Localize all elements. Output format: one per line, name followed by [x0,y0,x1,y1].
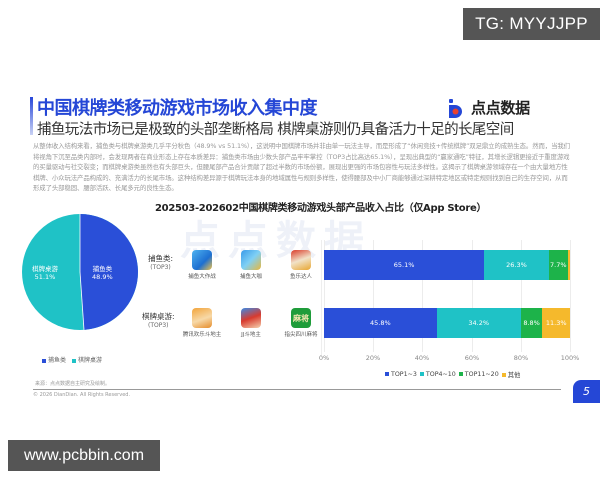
app-icon-sichuan-mahjong: 麻将 [291,308,311,328]
page-number-badge: 5 [573,380,600,403]
page-subtitle: 捕鱼玩法市场已是极致的头部垄断格局 棋牌桌游则仍具备活力十足的长尾空间 [37,122,514,138]
app-tile: 捕鱼大咖 [230,250,272,280]
app-icon-fishing-master [241,250,261,270]
app-icon-jj-doudizhu [241,308,261,328]
x-tick: 20% [365,354,381,362]
bar-board-games: 45.8% 34.2% 8.8% 11.3% [324,308,570,338]
bar-segment-top4-10: 34.2% [436,308,521,338]
app-icon-fish-joy-expert [291,250,311,270]
source-note: 来源：点点数据自主研究及绘制。 [35,381,111,387]
analysis-paragraph: 从整体收入结构来看，捕鱼类与棋牌桌游类几乎平分秋色（48.9% vs 51.1%… [33,142,570,193]
x-tick: 0% [318,354,330,362]
site-watermark-badge: www.pcbbin.com [8,440,160,471]
diandian-logo-icon [448,98,468,118]
copyright-note: © 2026 DianDian. All Rights Reserved. [33,392,131,398]
bar-segment-other: 11.3% [542,308,570,338]
footer-divider [33,389,561,390]
bar-segment-top11-20: 7.7% [548,250,568,280]
logo-text: 点点数据 [471,99,530,117]
app-tile: JJ斗地主 [230,308,272,338]
legend-item-top4-10: TOP4~10 [419,371,456,378]
pie-legend: 捕鱼类 棋牌桌游 [42,355,102,364]
page-title: 中国棋牌类移动游戏市场收入集中度 [37,98,318,119]
app-tile: 鱼乐达人 [280,250,322,280]
x-tick: 60% [464,354,480,362]
pie-label-fishing: 捕鱼类 48.9% [92,265,113,281]
app-tile: 麻将 指尖四川麻将 [280,308,322,338]
bar-segment-top4-10: 26.3% [484,250,549,280]
pie-legend-item-fishing: 捕鱼类 [42,355,66,364]
chart-title: 202503-202602中国棋牌类移动游戏头部产品收入占比（仅App Stor… [155,203,487,214]
legend-item-top1-3: TOP1~3 [385,371,417,378]
x-tick: 80% [513,354,529,362]
chart-divider [321,240,322,355]
row-label-fishing: 捕鱼类: (TOP3) [148,254,174,271]
bar-chart-legend: TOP1~3 TOP4~10 TOP11~20 其他 [385,370,520,379]
bar-fishing: 65.1% 26.3% 7.7% [324,250,570,280]
legend-item-other: 其他 [501,370,520,379]
stacked-bar-chart: 65.1% 26.3% 7.7% 45.8% 34.2% 8.8% 11.3% … [319,240,579,362]
bar-segment-top1-3: 45.8% [324,308,437,338]
x-tick: 100% [560,354,580,362]
legend-item-top11-20: TOP11~20 [458,371,499,378]
pie-label-board-games: 棋牌桌游 51.1% [32,265,58,281]
brand-logo: 点点数据 [448,97,530,118]
pie-slice-fishing [80,214,138,330]
title-accent-bar [30,97,33,135]
bar-segment-top1-3: 65.1% [324,250,485,280]
app-icon-tencent-doudizhu [192,308,212,328]
bar-segment-other [567,250,570,280]
x-tick: 40% [414,354,430,362]
app-tile: 腾讯欢乐斗地主 [181,308,223,338]
app-tile: 捕鱼大作战 [181,250,223,280]
pie-legend-item-board-games: 棋牌桌游 [72,355,102,364]
row-label-board-games: 棋牌桌游: (TOP3) [142,312,175,329]
tg-watermark-badge: TG: MYYJJPP [463,8,600,40]
bar-segment-top11-20: 8.8% [520,308,543,338]
revenue-share-pie-chart: 捕鱼类 48.9% 棋牌桌游 51.1% [20,212,140,332]
app-icon-fishing-battle [192,250,212,270]
report-slide: 中国棋牌类移动游戏市场收入集中度 捕鱼玩法市场已是极致的头部垄断格局 棋牌桌游则… [22,90,600,415]
